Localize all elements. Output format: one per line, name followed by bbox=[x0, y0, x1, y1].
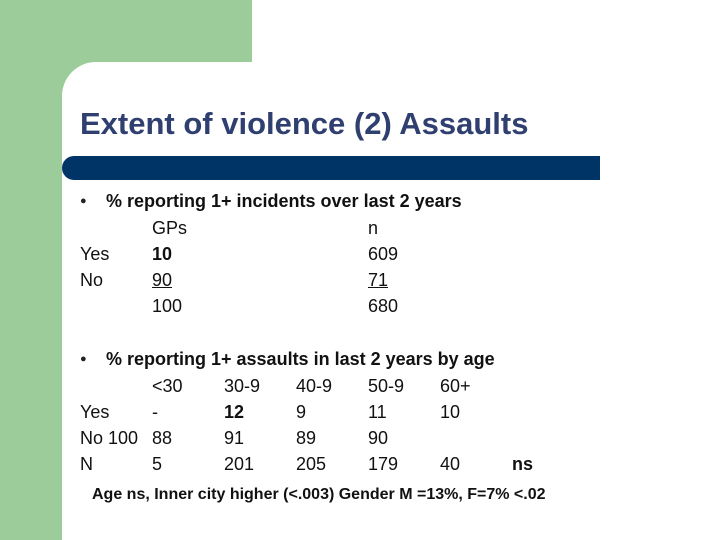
section2-cell: 201 bbox=[224, 454, 255, 474]
section2-cell: 90 bbox=[368, 428, 389, 448]
section1-row-n: 609 bbox=[368, 244, 399, 264]
section2-cell: - bbox=[152, 402, 158, 422]
section2-header: 50-9 bbox=[368, 376, 405, 396]
section2-cell: 89 bbox=[296, 428, 317, 448]
section1-row-label: No bbox=[80, 270, 104, 290]
section2-significance: ns bbox=[512, 454, 534, 474]
footnote: Age ns, Inner city higher (<.003) Gender… bbox=[92, 486, 546, 503]
content-panel bbox=[62, 62, 720, 540]
section1-col-gps: GPs bbox=[152, 218, 188, 238]
section1-heading: % reporting 1+ incidents over last 2 yea… bbox=[106, 191, 462, 211]
section1-row-gps: 10 bbox=[152, 244, 173, 264]
section1-total-n: 680 bbox=[368, 296, 399, 316]
slide-title: Extent of violence (2) Assaults bbox=[80, 106, 529, 141]
section2-row-label: N bbox=[80, 454, 93, 474]
section2-header: 40-9 bbox=[296, 376, 333, 396]
section2-cell: 179 bbox=[368, 454, 399, 474]
section1-row-gps: 90 bbox=[152, 270, 173, 290]
section2-cell: 40 bbox=[440, 454, 461, 474]
section2-cell: 12 bbox=[224, 402, 245, 422]
section2-cell: 5 bbox=[152, 454, 163, 474]
section2-cell: 11 bbox=[368, 402, 387, 422]
bullet-icon: ● bbox=[80, 353, 87, 365]
section2-cell: 10 bbox=[440, 402, 461, 422]
section2-cell: 205 bbox=[296, 454, 327, 474]
section1-col-n: n bbox=[368, 218, 379, 238]
section2-heading: % reporting 1+ assaults in last 2 years … bbox=[106, 349, 495, 369]
section1-total-gps: 100 bbox=[152, 296, 183, 316]
section1-row-n: 71 bbox=[368, 270, 389, 290]
bullet-icon: ● bbox=[80, 195, 87, 207]
section2-row-label: No 100 bbox=[80, 428, 139, 448]
section2-header: 60+ bbox=[440, 376, 471, 396]
section2-header: <30 bbox=[152, 376, 183, 396]
section2-cell: 9 bbox=[296, 402, 307, 422]
section2-row-label: Yes bbox=[80, 402, 110, 422]
section2-cell: 91 bbox=[224, 428, 245, 448]
section1-row-label: Yes bbox=[80, 244, 110, 264]
title-underline-bar bbox=[62, 156, 600, 180]
section2-header: 30-9 bbox=[224, 376, 261, 396]
section2-cell: 88 bbox=[152, 428, 173, 448]
